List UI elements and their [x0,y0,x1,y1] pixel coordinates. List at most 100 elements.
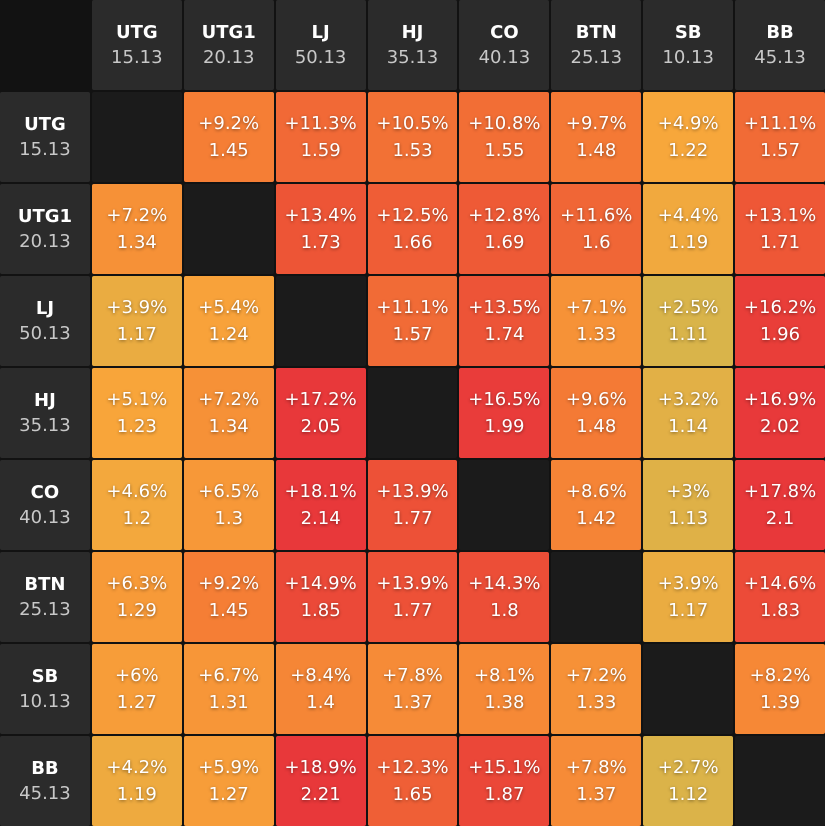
heat-cell: +4.9% 1.22 [643,92,734,182]
change-text: +18.9% [284,757,357,778]
heat-cell: +10.8% 1.55 [459,92,550,182]
ratio-text: 1.42 [576,508,617,529]
change-text: +13.1% [743,205,817,226]
heat-cell: +4.2% 1.19 [91,736,182,826]
heat-cell: +16.9% 2.02 [735,368,825,458]
row-name: BB [31,758,59,779]
row-header: UTG 15.13 [0,92,90,182]
ratio-text: 1.33 [576,324,617,345]
heat-cell: +11.6% 1.6 [551,184,642,274]
column-value: 50.13 [294,47,347,68]
change-text: +10.8% [468,113,541,134]
change-text: +12.5% [376,205,449,226]
heat-cell: +3% 1.13 [643,460,734,550]
heat-cell: +9.2% 1.45 [183,92,274,182]
column-value: 40.13 [478,47,531,68]
heat-cell: +12.8% 1.69 [459,184,550,274]
ratio-text: 1.27 [116,692,157,713]
change-text: +18.1% [284,481,357,502]
heat-cell: +9.6% 1.48 [551,368,642,458]
row-name: BTN [24,574,66,595]
row-value: 50.13 [19,323,71,344]
change-text: +7.2% [106,205,168,226]
corner [0,0,90,90]
change-text: +2.5% [657,297,719,318]
column-header: LJ 50.13 [275,0,366,90]
ratio-text: 2.05 [300,416,341,437]
row-name: UTG1 [17,206,73,227]
column-value: 15.13 [111,47,163,68]
empty-cell [735,736,825,826]
heat-cell: +11.1% 1.57 [367,276,458,366]
ratio-text: 1.69 [484,232,525,253]
ratio-text: 1.27 [208,784,249,805]
change-text: +16.5% [468,389,541,410]
ratio-text: 1.3 [214,508,244,529]
ratio-text: 1.73 [300,232,341,253]
empty-cell [551,552,642,642]
column-header: BTN 25.13 [551,0,642,90]
heat-cell: +18.9% 2.21 [275,736,366,826]
column-name: SB [674,22,702,43]
ratio-text: 1.23 [116,416,157,437]
change-text: +11.1% [743,113,817,134]
ratio-text: 2.1 [765,508,795,529]
heat-cell: +8.4% 1.4 [275,644,366,734]
heat-cell: +11.1% 1.57 [735,92,825,182]
column-name: CO [490,22,519,43]
row-value: 40.13 [19,507,71,528]
heat-cell: +14.6% 1.83 [735,552,825,642]
heat-cell: +12.5% 1.66 [367,184,458,274]
change-text: +11.3% [284,113,357,134]
change-text: +7.1% [565,297,627,318]
heat-cell: +16.2% 1.96 [735,276,825,366]
ratio-text: 1.13 [668,508,709,529]
column-value: 25.13 [570,47,623,68]
change-text: +7.8% [565,757,627,778]
change-text: +13.9% [376,573,449,594]
change-text: +11.6% [560,205,633,226]
change-text: +5.9% [198,757,260,778]
change-text: +9.7% [565,113,627,134]
heat-cell: +6.5% 1.3 [183,460,274,550]
change-text: +6.7% [198,665,260,686]
change-text: +7.2% [198,389,260,410]
change-text: +8.1% [473,665,535,686]
empty-cell [459,460,550,550]
ratio-text: 1.17 [668,600,709,621]
row-header: BTN 25.13 [0,552,90,642]
heat-cell: +6.3% 1.29 [91,552,182,642]
ratio-text: 1.37 [576,784,617,805]
change-text: +3.2% [657,389,719,410]
empty-cell [643,644,734,734]
change-text: +3.9% [106,297,168,318]
column-name: BB [766,22,794,43]
change-text: +11.1% [376,297,449,318]
ratio-text: 1.66 [392,232,433,253]
change-text: +5.4% [198,297,260,318]
ratio-text: 1.12 [668,784,709,805]
column-name: LJ [311,22,330,43]
heat-cell: +18.1% 2.14 [275,460,366,550]
ratio-text: 1.31 [208,692,249,713]
ratio-text: 1.45 [208,600,249,621]
column-name: HJ [401,22,424,43]
ratio-text: 1.2 [122,508,152,529]
change-text: +4.9% [657,113,719,134]
change-text: +14.9% [284,573,357,594]
column-value: 35.13 [386,47,439,68]
column-header: CO 40.13 [459,0,550,90]
ratio-text: 1.96 [760,324,801,345]
column-header: UTG1 20.13 [183,0,274,90]
ratio-text: 1.11 [668,324,709,345]
heat-cell: +3.9% 1.17 [91,276,182,366]
row-name: HJ [34,390,56,411]
heat-cell: +6% 1.27 [91,644,182,734]
ratio-text: 1.83 [760,600,801,621]
heat-cell: +2.7% 1.12 [643,736,734,826]
change-text: +13.5% [468,297,541,318]
ratio-text: 1.38 [484,692,525,713]
change-text: +6.5% [198,481,260,502]
row-name: CO [30,482,60,503]
